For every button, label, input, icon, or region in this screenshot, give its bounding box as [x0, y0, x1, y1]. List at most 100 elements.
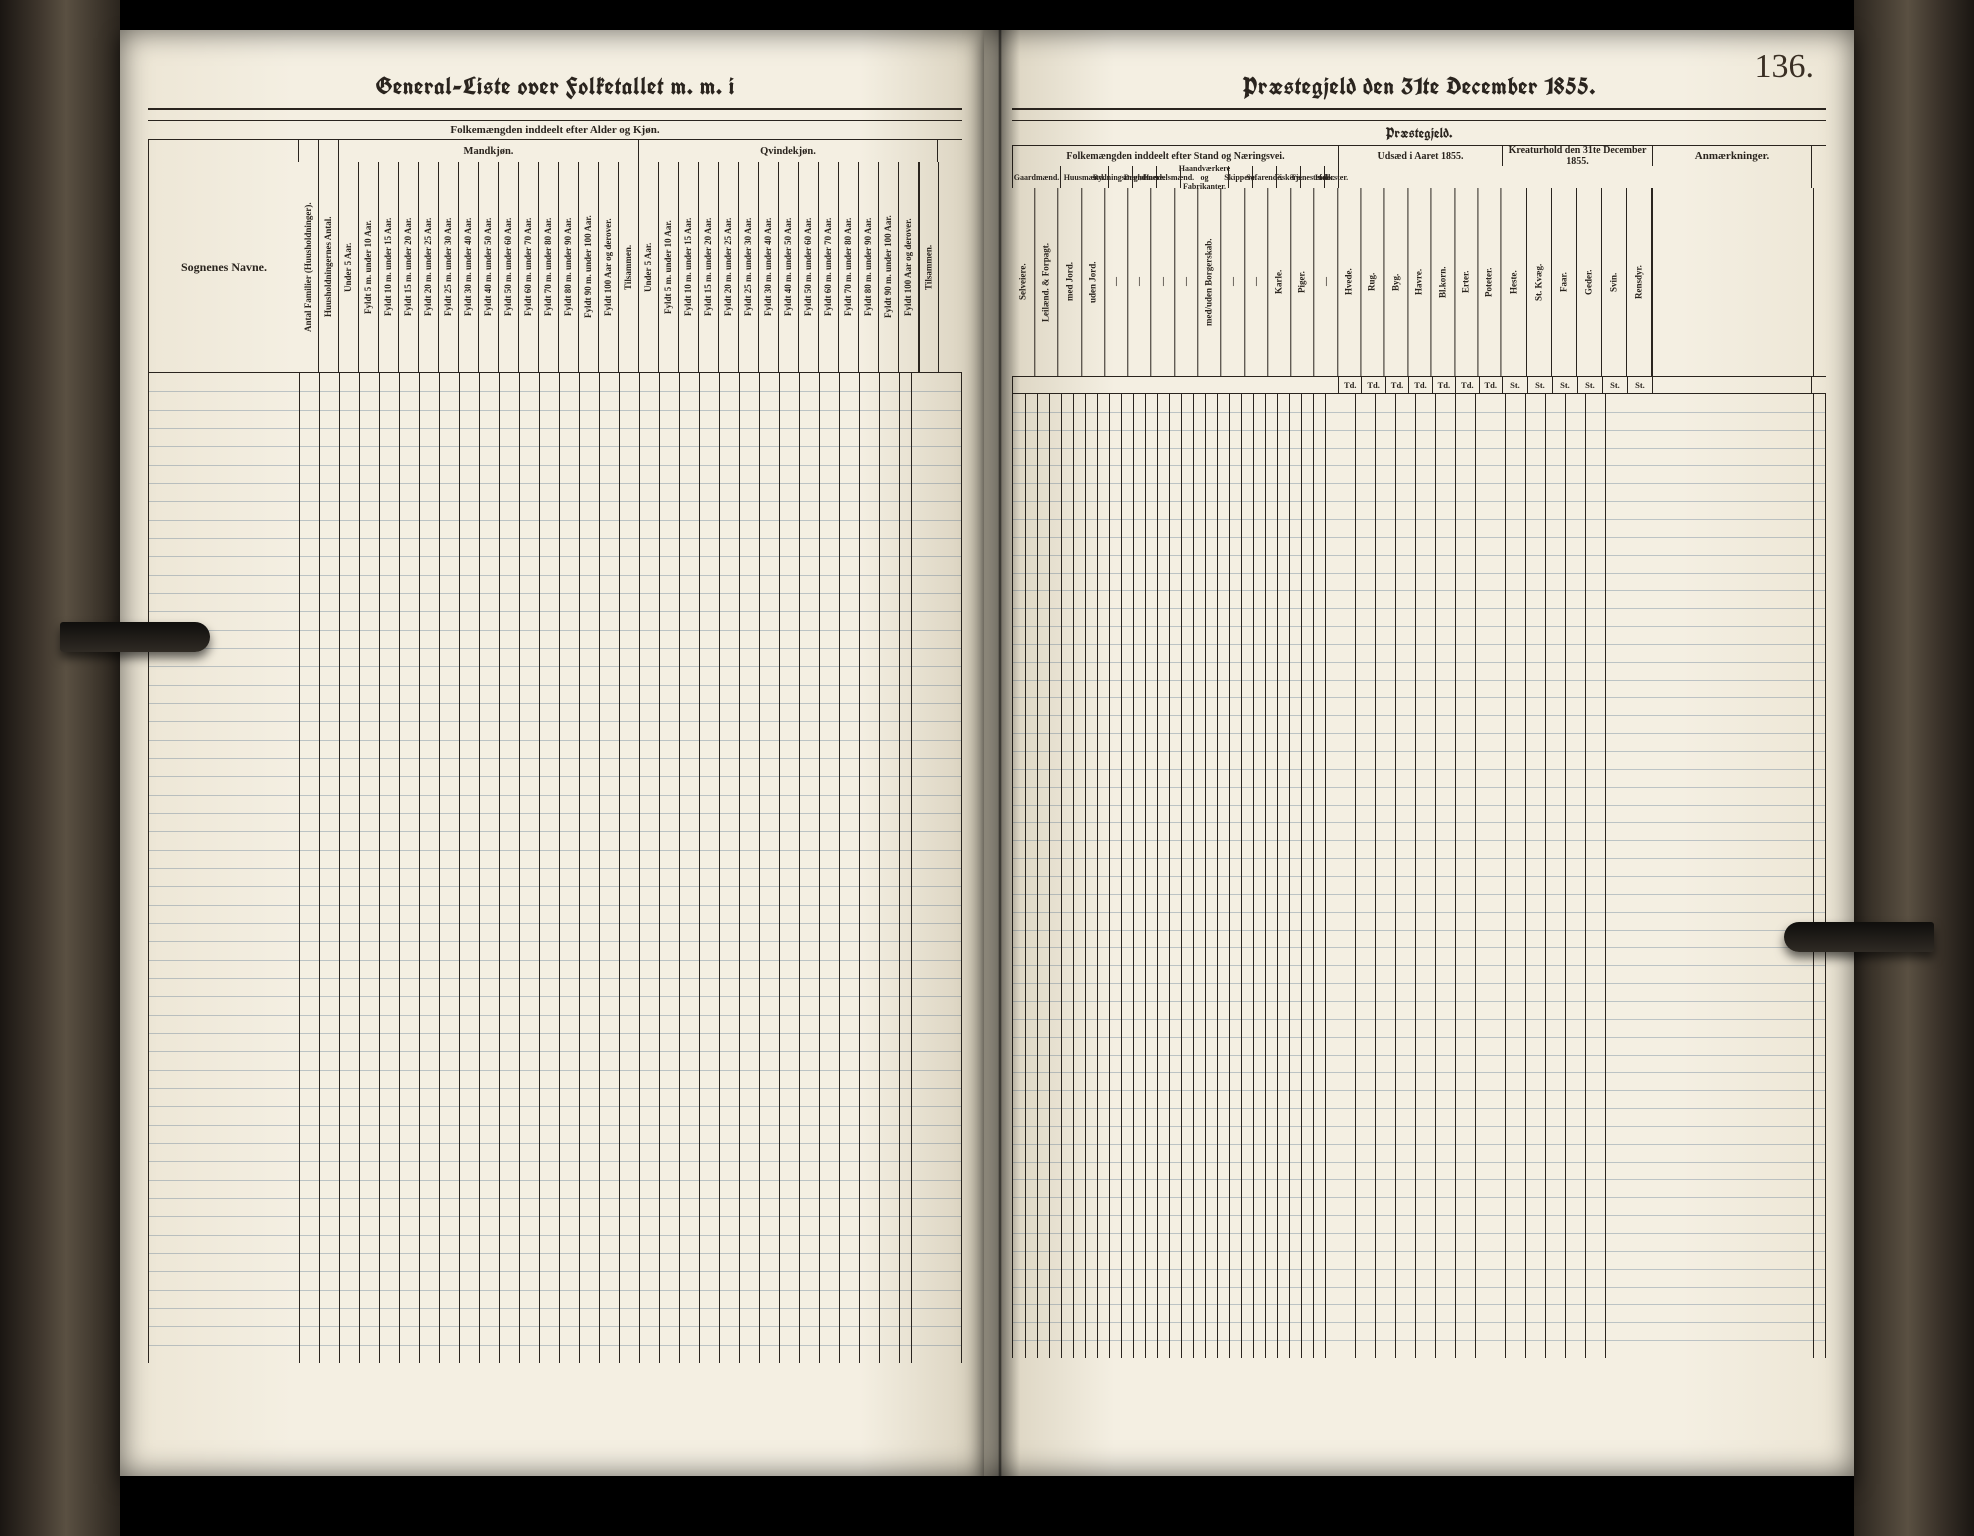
- vrule: [859, 373, 860, 1363]
- vrule: [519, 373, 520, 1363]
- stand-sub-7: —: [1175, 188, 1198, 376]
- hrule: [1013, 912, 1825, 913]
- hrule: [1013, 1126, 1825, 1127]
- vrule: [459, 373, 460, 1363]
- vrule: [1605, 394, 1606, 1358]
- sum-udsaed-head: Udsæd i Aaret 1855.: [1338, 146, 1502, 166]
- mand-age-col-12: Fyldt 90 m. under 100 Aar.: [579, 162, 599, 372]
- unit-3: Td.: [1408, 377, 1431, 393]
- vrule: [839, 373, 840, 1363]
- hrule: [1013, 1162, 1825, 1163]
- hrule: [1013, 662, 1825, 663]
- col-anm: Anmærkninger.: [1652, 146, 1812, 166]
- hrule: [1013, 858, 1825, 859]
- kreatur-col-2: Faar.: [1552, 188, 1577, 376]
- vrule: [1205, 394, 1206, 1358]
- vrule: [759, 373, 760, 1363]
- vrule: [539, 373, 540, 1363]
- qvind-age-col-7: Fyldt 40 m. under 50 Aar.: [779, 162, 799, 372]
- hrule: [1013, 626, 1825, 627]
- hrule: [1013, 1001, 1825, 1002]
- vrule: [1157, 394, 1158, 1358]
- hrule: [1013, 769, 1825, 770]
- mand-age-col-2: Fyldt 10 m. under 15 Aar.: [379, 162, 399, 372]
- mand-age-col-11: Fyldt 80 m. under 90 Aar.: [559, 162, 579, 372]
- unit-2: Td.: [1385, 377, 1408, 393]
- hrule: [1013, 1197, 1825, 1198]
- hrule: [1013, 1304, 1825, 1305]
- sum-kreatur-head: Kreaturhold den 31te December 1855.: [1502, 146, 1652, 166]
- qvind-age-col-3: Fyldt 15 m. under 20 Aar.: [699, 162, 719, 372]
- unit-row: Td.Td.Td.Td.Td.Td.Td.St.St.St.St.St.St.: [1012, 377, 1826, 394]
- vrule: [599, 373, 600, 1363]
- mand-age-col-13: Fyldt 100 Aar og derover.: [599, 162, 619, 372]
- vrule: [439, 373, 440, 1363]
- hrule: [1013, 680, 1825, 681]
- stand-group-4: Handelsmænd.: [1156, 166, 1180, 188]
- hrule: [1013, 930, 1825, 931]
- qvind-age-col-6: Fyldt 30 m. under 40 Aar.: [759, 162, 779, 372]
- qvind-age-col-4: Fyldt 20 m. under 25 Aar.: [719, 162, 739, 372]
- vrule: [679, 373, 680, 1363]
- qvind-age-col-14: Tilsammen.: [919, 162, 939, 372]
- hrule: [1013, 947, 1825, 948]
- kreatur-col-0: Heste.: [1502, 188, 1527, 376]
- title-rule-right: [1012, 108, 1826, 110]
- hrule: [1013, 787, 1825, 788]
- udsaed-col-5: Erter.: [1455, 188, 1478, 376]
- mand-age-col-8: Fyldt 50 m. under 60 Aar.: [499, 162, 519, 372]
- vrule: [1505, 394, 1506, 1358]
- udsaed-col-0: Hvede.: [1338, 188, 1361, 376]
- vrule: [1181, 394, 1182, 1358]
- udsaed-col-3: Havre.: [1408, 188, 1431, 376]
- hrule: [1013, 697, 1825, 698]
- book-spine-right: [1854, 0, 1974, 1536]
- vrule: [1193, 394, 1194, 1358]
- binder-clip-right: [1784, 900, 1934, 972]
- vrule: [1565, 394, 1566, 1358]
- unit-tail: [1652, 377, 1812, 393]
- udsaed-col-1: Rug.: [1361, 188, 1384, 376]
- mand-age-col-6: Fyldt 30 m. under 40 Aar.: [459, 162, 479, 372]
- vrule: [1545, 394, 1546, 1358]
- vrule: [1229, 394, 1230, 1358]
- mand-age-col-1: Fyldt 5 m. under 10 Aar.: [359, 162, 379, 372]
- vrule: [499, 373, 500, 1363]
- hrule: [1013, 573, 1825, 574]
- mand-age-col-4: Fyldt 20 m. under 25 Aar.: [419, 162, 439, 372]
- mand-age-col-14: Tilsammen.: [619, 162, 639, 372]
- mand-age-col-10: Fyldt 70 m. under 80 Aar.: [539, 162, 559, 372]
- hrule: [1013, 537, 1825, 538]
- band-praestegjeld: Præstegjeld.: [1012, 120, 1826, 146]
- hrule: [1013, 876, 1825, 877]
- hrule: [1013, 412, 1825, 413]
- qvind-age-col-0: Under 5 Aar.: [639, 162, 659, 372]
- binder-clip-left: [60, 600, 210, 672]
- unit-4: Td.: [1432, 377, 1455, 393]
- vrule: [1061, 394, 1062, 1358]
- col-total-pers: Huusholdningernes Antal.: [319, 162, 339, 372]
- ledger-page-right: 136. Præstegjeld den 31te December 1855.…: [984, 30, 1854, 1476]
- unit-10: St.: [1577, 377, 1602, 393]
- ruled-body-left: [148, 373, 962, 1363]
- qvind-age-col-13: Fyldt 100 Aar og derover.: [899, 162, 919, 372]
- unit-11: St.: [1602, 377, 1627, 393]
- vrule: [619, 373, 620, 1363]
- folio-number: 136.: [1755, 48, 1815, 86]
- hrule: [1013, 1215, 1825, 1216]
- hrule: [1013, 590, 1825, 591]
- stand-groups: Gaardmænd.Huusmænd.Rydningsmænd.Daglønne…: [1012, 166, 1826, 188]
- hrule: [1013, 1108, 1825, 1109]
- vrule: [1415, 394, 1416, 1358]
- hrule: [1013, 715, 1825, 716]
- vrule: [639, 373, 640, 1363]
- hrule: [1013, 894, 1825, 895]
- vrule: [1241, 394, 1242, 1358]
- hrule: [1013, 751, 1825, 752]
- book-spine-left: [0, 0, 120, 1536]
- qvind-age-col-12: Fyldt 90 m. under 100 Aar.: [879, 162, 899, 372]
- vrule: [779, 373, 780, 1363]
- mand-age-col-7: Fyldt 40 m. under 50 Aar.: [479, 162, 499, 372]
- hrule: [1013, 1179, 1825, 1180]
- vrule: [659, 373, 660, 1363]
